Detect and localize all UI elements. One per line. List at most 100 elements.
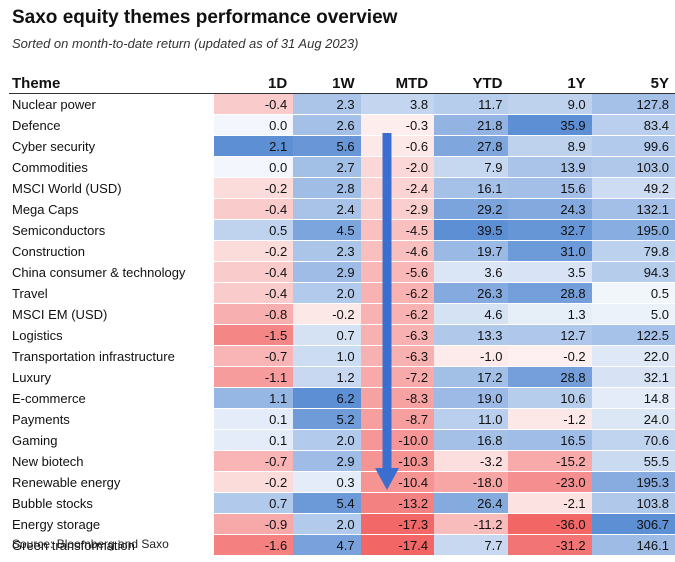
table-row: Bubble stocks 0.7 5.4 -13.2 26.4 -2.1 103.8 [9,492,675,514]
value-cell: 132.1 [591,198,675,220]
value-cell: 28.8 [508,282,592,304]
value-cell: -0.4 [214,282,294,304]
value-cell: -0.2 [293,303,361,325]
theme-name: MSCI EM (USD) [9,303,215,325]
value-cell: 3.5 [508,261,592,283]
value-cell: -6.2 [360,303,435,325]
value-cell: 13.3 [434,324,509,346]
value-cell: -1.1 [214,366,294,388]
value-cell: 29.2 [434,198,509,220]
value-cell: 195.0 [591,219,675,241]
value-cell: 16.5 [508,429,592,451]
value-cell: -10.4 [360,471,435,493]
table-row: E-commerce 1.1 6.2 -8.3 19.0 10.6 14.8 [9,387,675,409]
value-cell: -6.3 [360,324,435,346]
value-cell: -0.2 [508,345,592,367]
value-cell: 10.6 [508,387,592,409]
value-cell: -1.2 [508,408,592,430]
value-cell: -0.4 [214,198,294,220]
theme-name: Energy storage [9,513,215,535]
value-cell: 13.9 [508,156,592,178]
value-cell: 7.9 [434,156,509,178]
column-header: 1Y [508,73,592,94]
table-row: Logistics -1.5 0.7 -6.3 13.3 12.7 122.5 [9,324,675,346]
value-cell: 31.0 [508,240,592,262]
value-cell: 4.5 [293,219,361,241]
value-cell: -17.4 [360,534,435,556]
theme-name: Commodities [9,156,215,178]
theme-name: Mega Caps [9,198,215,220]
value-cell: 94.3 [591,261,675,283]
value-cell: 11.7 [434,93,509,115]
value-cell: 0.1 [214,408,294,430]
value-cell: -5.6 [360,261,435,283]
theme-name: Renewable energy [9,471,215,493]
value-cell: -3.2 [434,450,509,472]
value-cell: 32.1 [591,366,675,388]
value-cell: 1.0 [293,345,361,367]
value-cell: 0.7 [293,324,361,346]
theme-name: China consumer & technology [9,261,215,283]
value-cell: 99.6 [591,135,675,157]
value-cell: 17.2 [434,366,509,388]
value-cell: 19.7 [434,240,509,262]
value-cell: 26.4 [434,492,509,514]
subtitle: Sorted on month-to-date return (updated … [12,36,359,51]
value-cell: 1.1 [214,387,294,409]
value-cell: 122.5 [591,324,675,346]
value-cell: 0.0 [214,156,294,178]
value-cell: 5.2 [293,408,361,430]
theme-name: Bubble stocks [9,492,215,514]
value-cell: -23.0 [508,471,592,493]
value-cell: 2.8 [293,177,361,199]
value-cell: 55.5 [591,450,675,472]
value-cell: -31.2 [508,534,592,556]
table-row: MSCI World (USD) -0.2 2.8 -2.4 16.1 15.6 49.2 [9,177,675,199]
table-row: MSCI EM (USD) -0.8 -0.2 -6.2 4.6 1.3 5.0 [9,303,675,325]
column-header: 1W [293,73,361,94]
value-cell: 26.3 [434,282,509,304]
value-cell: 0.3 [293,471,361,493]
value-cell: -10.3 [360,450,435,472]
theme-name: Logistics [9,324,215,346]
value-cell: -6.2 [360,282,435,304]
table-row: Defence 0.0 2.6 -0.3 21.8 35.9 83.4 [9,114,675,136]
theme-name: New biotech [9,450,215,472]
value-cell: 2.4 [293,198,361,220]
value-cell: 28.8 [508,366,592,388]
value-cell: 146.1 [591,534,675,556]
value-cell: 127.8 [591,93,675,115]
header-row: Theme 1D 1W MTD YTD 1Y 5Y [9,73,675,94]
value-cell: -2.4 [360,177,435,199]
value-cell: -7.2 [360,366,435,388]
theme-name: MSCI World (USD) [9,177,215,199]
theme-name: Nuclear power [9,93,215,115]
value-cell: 14.8 [591,387,675,409]
value-cell: 2.6 [293,114,361,136]
value-cell: 49.2 [591,177,675,199]
table-row: Commodities 0.0 2.7 -2.0 7.9 13.9 103.0 [9,156,675,178]
performance-table: Theme 1D 1W MTD YTD 1Y 5Y Nuclear power -0.4 2.3… [9,73,675,556]
table-row: Semiconductors 0.5 4.5 -4.5 39.5 32.7 195.0 [9,219,675,241]
page-title: Saxo equity themes performance overview [12,7,398,28]
theme-name: Payments [9,408,215,430]
value-cell: -0.2 [214,240,294,262]
value-cell: 83.4 [591,114,675,136]
value-cell: 5.4 [293,492,361,514]
value-cell: 0.1 [214,429,294,451]
value-cell: 24.3 [508,198,592,220]
column-header: YTD [434,73,509,94]
value-cell: -15.2 [508,450,592,472]
value-cell: 4.6 [434,303,509,325]
table-row: Gaming 0.1 2.0 -10.0 16.8 16.5 70.6 [9,429,675,451]
value-cell: 21.8 [434,114,509,136]
table-row: Mega Caps -0.4 2.4 -2.9 29.2 24.3 132.1 [9,198,675,220]
value-cell: 3.6 [434,261,509,283]
column-header: 1D [214,73,294,94]
theme-name: Construction [9,240,215,262]
value-cell: 0.0 [214,114,294,136]
theme-name: Transportation infrastructure [9,345,215,367]
value-cell: -0.4 [214,93,294,115]
value-cell: -13.2 [360,492,435,514]
value-cell: 1.3 [508,303,592,325]
